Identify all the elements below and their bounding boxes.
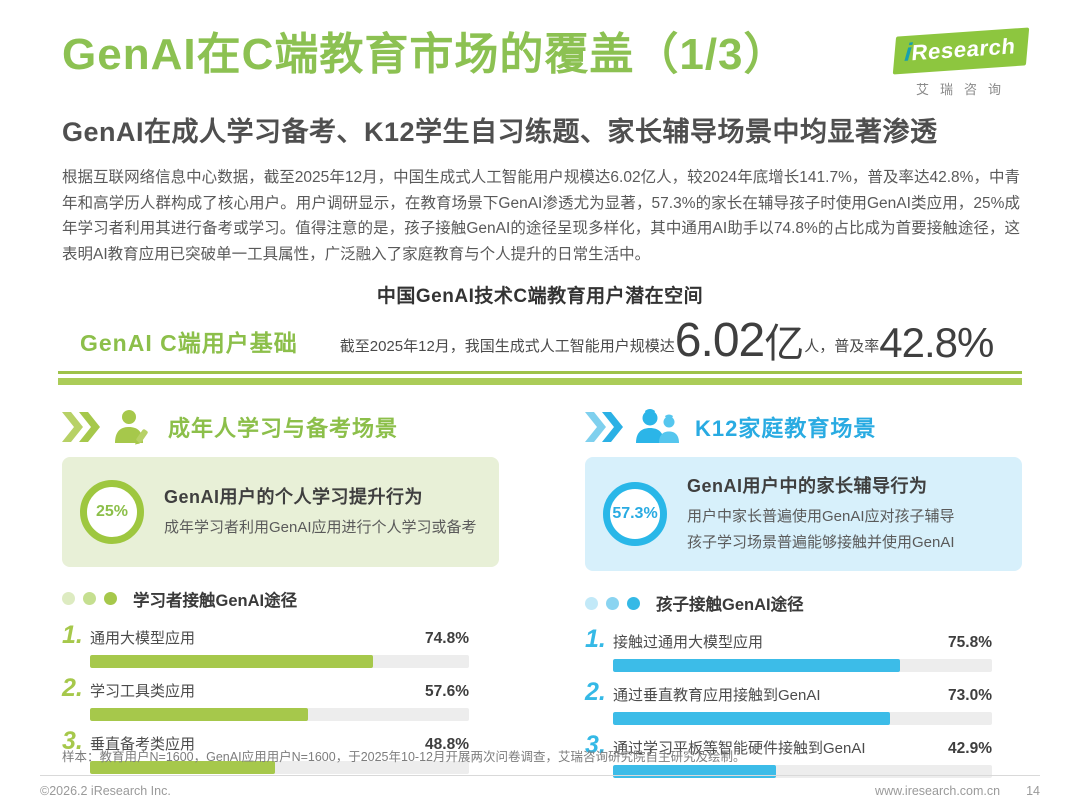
adult-learner-icon	[112, 409, 156, 445]
k12-card-desc-line2: 孩子学习场景普遍能够接触并使用GenAI	[687, 534, 955, 552]
adult-percent-ring: 25%	[80, 479, 144, 544]
k12-card-desc-line1: 用户中家长普遍使用GenAI应对孩子辅导	[687, 507, 955, 525]
logo-caption: 艾瑞咨询	[915, 82, 1012, 97]
sample-note: 样本：教育用户N=1600，GenAI应用用户N=1600，于2025年10-1…	[62, 750, 746, 764]
user-scale-unit: 亿	[764, 321, 805, 366]
bar-label: 通用大模型应用	[90, 629, 196, 647]
stat-desc-prefix: 截至2025年12月，我国生成式人工智能用户规模达	[339, 337, 675, 355]
page-title: GenAI在C端教育市场的覆盖（1/3）	[62, 30, 789, 79]
iresearch-logo: iResearch 艾瑞咨询	[882, 27, 1040, 98]
adult-card-title: GenAI用户的个人学习提升行为	[164, 486, 424, 507]
adult-panel-title: 成年人学习与备考场景	[168, 415, 399, 441]
bar-item: 2. 通过垂直教育应用接触到GenAI 73.0%	[585, 672, 1022, 726]
bullet-dot-icon	[104, 592, 117, 606]
bar-track	[90, 707, 469, 721]
bar-track	[90, 760, 469, 774]
rank-number: 1.	[62, 620, 83, 649]
bar-fill	[613, 712, 890, 726]
adult-panel-header: 成年人学习与备考场景	[62, 403, 499, 451]
page-header: GenAI在C端教育市场的覆盖（1/3） iResearch 艾瑞咨询 GenA…	[0, 0, 1080, 149]
bullet-dot-icon	[62, 592, 75, 606]
bar-track	[613, 659, 992, 673]
logo-brand-text: Research	[910, 33, 1017, 66]
bullet-dot-icon	[606, 596, 619, 610]
k12-panel-title: K12家庭教育场景	[695, 415, 877, 441]
bullet-dot-icon	[627, 596, 640, 610]
bar-item: 3. 垂直备考类应用 48.8%	[62, 721, 499, 774]
bar-label: 学习工具类应用	[90, 682, 196, 700]
iresearch-logo-mark: iResearch	[892, 27, 1030, 75]
user-base-stat-row: GenAI C端用户基础 截至2025年12月，我国生成式人工智能用户规模达 6…	[0, 312, 1080, 368]
bar-fill	[613, 659, 901, 673]
adult-stat-card: 25% GenAI用户的个人学习提升行为 成年学习者利用GenAI应用进行个人学…	[62, 456, 499, 567]
copyright-text: ©2026.2 iResearch Inc.	[40, 784, 171, 798]
k12-card-desc: 用户中家长普遍使用GenAI应对孩子辅导 孩子学习场景普遍能够接触并使用GenA…	[687, 504, 955, 557]
adult-chart-title: 学习者接触GenAI途径	[133, 591, 298, 610]
bar-value: 73.0%	[948, 687, 992, 705]
bar-item: 1. 接触过通用大模型应用 75.8%	[585, 619, 1022, 673]
k12-card-title: GenAI用户中的家长辅导行为	[687, 475, 928, 496]
bullet-dot-icon	[585, 596, 598, 610]
k12-percent-ring: 57.3%	[603, 482, 667, 547]
bar-value: 48.8%	[425, 735, 469, 753]
rank-number: 2.	[585, 678, 606, 707]
double-chevron-icon	[585, 411, 625, 442]
page-subtitle: GenAI在成人学习备考、K12学生自习练题、家长辅导场景中均显著渗透	[62, 117, 938, 147]
adult-learning-panel: 成年人学习与备考场景 25% GenAI用户的个人学习提升行为 成年学习者利用G…	[62, 403, 499, 779]
bar-value: 75.8%	[948, 634, 992, 652]
k12-stat-card: 57.3% GenAI用户中的家长辅导行为 用户中家长普遍使用GenAI应对孩子…	[585, 456, 1022, 572]
website-url: www.iresearch.com.cn	[875, 784, 1001, 798]
bar-track	[613, 712, 992, 726]
penetration-rate-value: 42.8%	[879, 318, 994, 366]
footer-divider	[40, 775, 1040, 776]
double-chevron-icon	[62, 411, 102, 442]
scenario-panels: 成年人学习与备考场景 25% GenAI用户的个人学习提升行为 成年学习者利用G…	[0, 403, 1080, 779]
bar-fill	[90, 760, 275, 774]
bar-item: 2. 学习工具类应用 57.6%	[62, 668, 499, 721]
bar-label: 垂直备考类应用	[90, 735, 196, 753]
bar-value: 74.8%	[425, 629, 469, 647]
green-double-divider	[58, 370, 1022, 385]
user-base-label: GenAI C端用户基础	[80, 329, 298, 356]
rank-number: 2.	[62, 673, 83, 702]
rank-number: 3.	[62, 726, 83, 755]
stat-mid-text: 人，普及率	[804, 337, 880, 355]
k12-panel-header: K12家庭教育场景	[585, 403, 1022, 451]
bullet-dot-icon	[83, 592, 96, 606]
adult-chart-header: 学习者接触GenAI途径	[62, 587, 499, 611]
page-number: 14	[1026, 784, 1040, 798]
k12-chart-header: 孩子接触GenAI途径	[585, 591, 1022, 615]
k12-chart-title: 孩子接触GenAI途径	[656, 596, 804, 615]
adult-bar-chart: 1. 通用大模型应用 74.8% 2. 学习工具类应用 57.6% 3. 垂直备考类…	[62, 615, 499, 774]
parent-child-icon	[635, 408, 683, 445]
bar-fill	[90, 654, 374, 668]
bar-label: 通过学习平板等智能硬件接触到GenAI	[613, 740, 866, 758]
bar-label: 接触过通用大模型应用	[613, 634, 764, 652]
bar-fill	[90, 707, 309, 721]
adult-card-desc: 成年学习者利用GenAI应用进行个人学习或备考	[164, 518, 477, 536]
divider-thin-line	[58, 370, 1022, 374]
rank-number: 1.	[585, 625, 606, 654]
bar-label: 通过垂直教育应用接触到GenAI	[613, 687, 821, 705]
bar-value: 57.6%	[425, 682, 469, 700]
k12-family-panel: K12家庭教育场景 57.3% GenAI用户中的家长辅导行为 用户中家长普遍使…	[585, 403, 1022, 779]
page-footer: 样本：教育用户N=1600，GenAI应用用户N=1600，于2025年10-1…	[0, 746, 1080, 810]
bar-value: 42.9%	[948, 740, 992, 758]
chart-main-title: 中国GenAI技术C端教育用户潜在空间	[376, 285, 704, 307]
rank-number: 3.	[585, 731, 606, 760]
divider-thick-line	[58, 377, 1022, 385]
bar-item: 1. 通用大模型应用 74.8%	[62, 615, 499, 668]
bar-track	[90, 654, 469, 668]
title-block: GenAI在C端教育市场的覆盖（1/3）	[62, 30, 789, 81]
intro-paragraph: 根据互联网络信息中心数据，截至2025年12月，中国生成式人工智能用户规模达6.…	[62, 169, 1020, 264]
user-scale-value: 6.02	[674, 314, 765, 368]
